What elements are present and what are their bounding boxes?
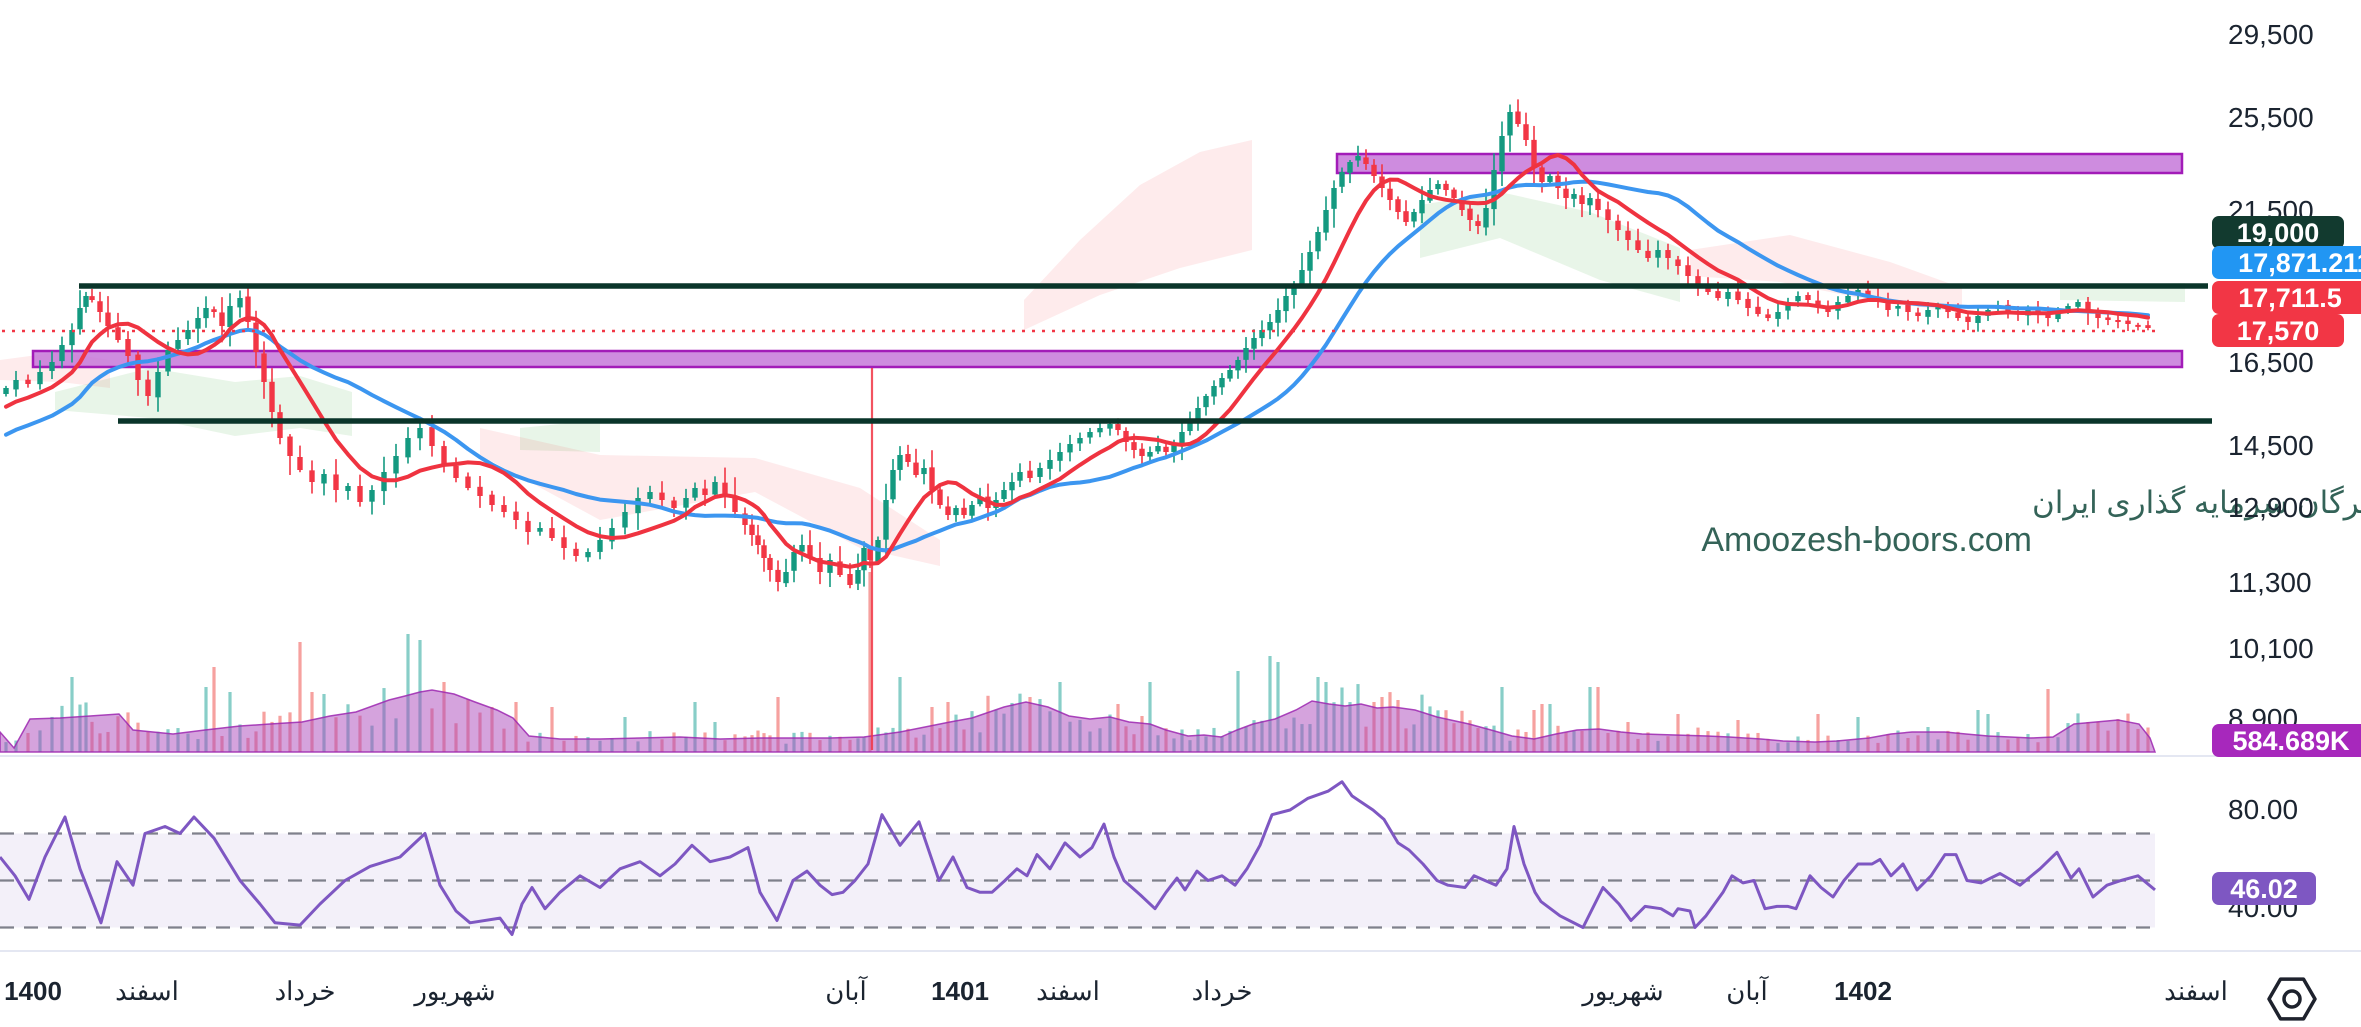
watermark-line1: انجمن خبرگان سرمایه گذاری ایران [2032,485,2361,521]
axis-price-badge: 584.689K [2232,726,2350,756]
axis-tick-label: 80.00 [2228,794,2298,825]
rsi-pane [0,780,2156,936]
time-axis-month-label[interactable]: اسفند [115,976,179,1006]
time-axis-month-label[interactable]: شهریور [412,976,495,1007]
axis-tick-label: 16,500 [2228,347,2314,378]
hexagon-circle-icon[interactable] [2267,977,2317,1021]
supply-demand-zones[interactable] [31,152,2184,369]
watermark-line2: Amoozesh-boors.com [1701,521,2032,559]
time-axis-month-label[interactable]: اسفند [2164,976,2228,1006]
time-axis-year-label[interactable]: 1401 [931,976,989,1006]
axis-tick-label: 14,500 [2228,430,2314,461]
axis-tick-label: 12,900 [2228,492,2314,523]
time-axis-month-label[interactable]: آبان [1726,975,1769,1006]
horizontal-level-lines[interactable] [2,283,2212,424]
axis-price-badge: 17,570 [2237,316,2320,346]
ichimoku-cloud [0,140,2185,566]
time-axis-month-label[interactable]: اسفند [1036,976,1100,1006]
axis-tick-label: 29,500 [2228,19,2314,50]
time-axis-year-label[interactable]: 1400 [4,976,62,1006]
moving-averages [4,153,2150,569]
axis-price-badge: 46.02 [2230,874,2298,904]
pane-separators [0,755,2361,952]
time-axis-month-label[interactable]: خرداد [1192,976,1253,1007]
volume-pane [0,572,2157,753]
time-axis[interactable]: 1400 اسفند خرداد شهریور آبان 1401 اسفند خرداد شه… [4,975,2228,1007]
time-axis-year-label[interactable]: 1402 [1834,976,1892,1006]
price-axis[interactable]: 29,50025,50021,50016,50014,50012,90011,3… [2212,19,2361,923]
axis-price-badge: 19,000 [2237,218,2320,248]
time-axis-month-label[interactable]: خرداد [275,976,336,1007]
axis-tick-label: 25,500 [2228,102,2314,133]
axis-tick-label: 11,300 [2228,567,2312,598]
watermark: انجمن خبرگان سرمایه گذاری ایران Amoozesh… [1701,485,2361,559]
axis-price-badge: 17,711.5 [2238,283,2342,313]
axis-price-badge: 17,871.211 [2238,248,2361,278]
axis-tick-label: 10,100 [2228,633,2314,664]
time-axis-month-label[interactable]: آبان [825,975,868,1006]
time-axis-month-label[interactable]: شهریور [1580,976,1663,1007]
